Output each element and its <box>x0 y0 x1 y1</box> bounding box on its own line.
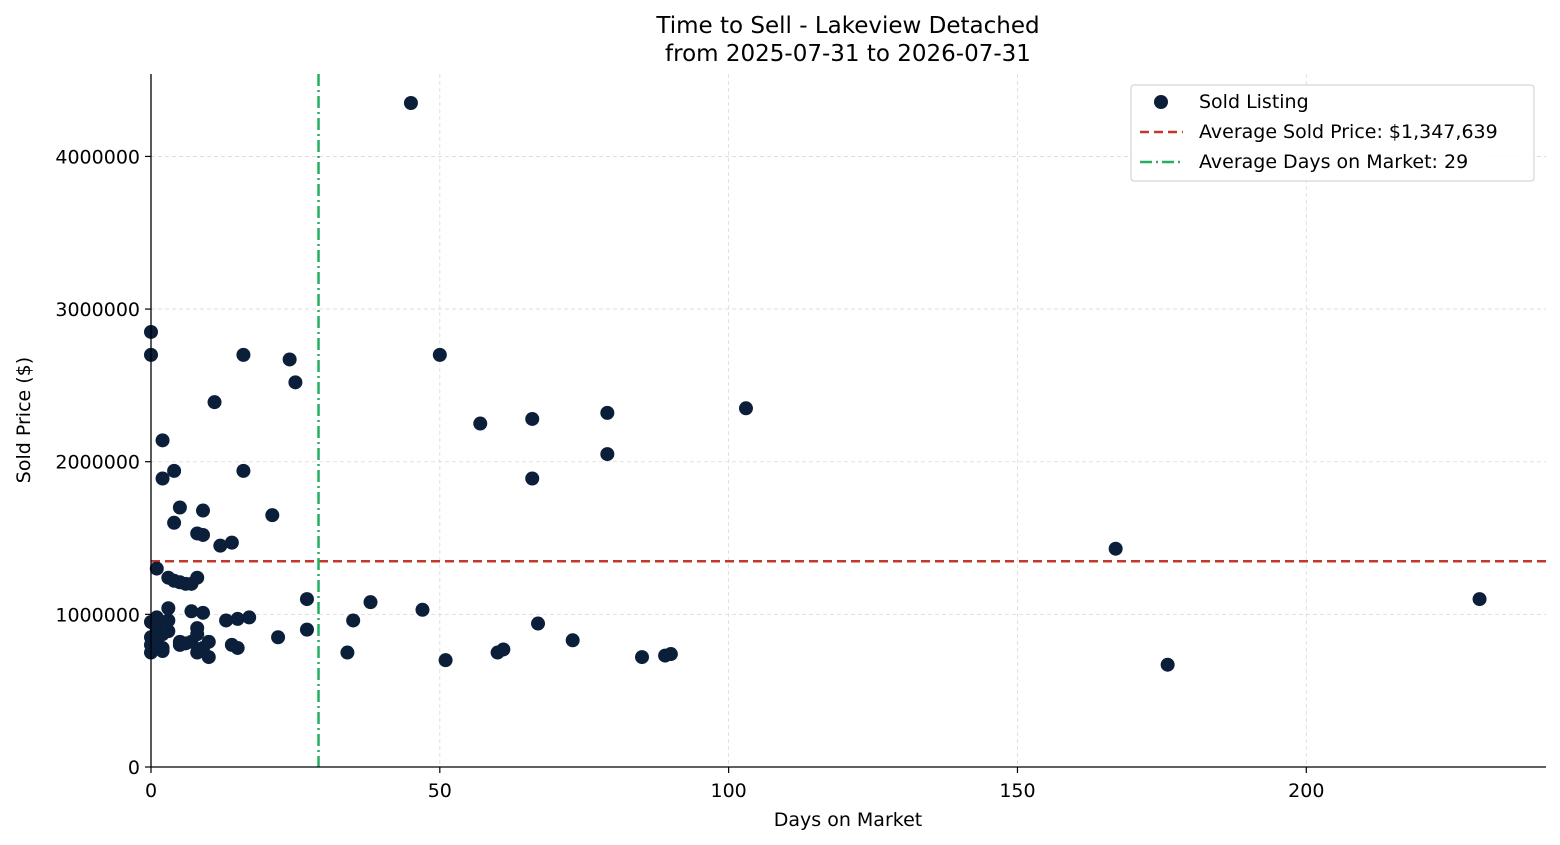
scatter-point <box>473 416 488 431</box>
legend-label-sold-listing: Sold Listing <box>1199 91 1309 113</box>
scatter-point <box>525 471 540 486</box>
x-tick-label: 50 <box>428 780 452 802</box>
scatter-point <box>190 570 205 585</box>
scatter-point <box>288 375 303 390</box>
scatter-point <box>600 405 615 420</box>
scatter-point <box>525 411 540 426</box>
scatter-point <box>161 601 176 616</box>
scatter-point <box>415 602 430 617</box>
scatter-point <box>432 347 447 362</box>
y-tick-label: 3000000 <box>55 299 140 321</box>
y-axis-label: Sold Price ($) <box>13 357 35 483</box>
scatter-point <box>282 352 297 367</box>
scatter-point <box>201 650 216 665</box>
scatter-point <box>271 630 286 645</box>
scatter-point <box>565 633 580 648</box>
scatter-point <box>403 96 418 111</box>
scatter-point <box>531 616 546 631</box>
scatter-point <box>224 535 239 550</box>
legend-box <box>1130 84 1535 182</box>
scatter-point <box>1108 541 1123 556</box>
y-tick-label: 4000000 <box>55 146 140 168</box>
scatter-point <box>167 463 182 478</box>
scatter-point <box>265 508 280 523</box>
legend-label-avg-days: Average Days on Market: 29 <box>1199 151 1468 173</box>
reference-lines <box>151 74 1546 767</box>
scatter-point <box>236 347 251 362</box>
chart-title: Time to Sell - Lakeview Detached <box>655 13 1039 39</box>
scatter-point <box>195 527 210 542</box>
scatter-point <box>184 604 199 619</box>
scatter-point <box>207 395 222 410</box>
scatter-point <box>155 433 170 448</box>
scatter-point <box>299 592 314 607</box>
scatter-point <box>663 647 678 662</box>
scatter-point <box>230 640 245 655</box>
legend-marker-sold-listing <box>1154 95 1168 109</box>
scatter-point <box>149 561 164 576</box>
scatter-point <box>438 653 453 668</box>
x-tick-label: 150 <box>999 780 1035 802</box>
scatter-point <box>190 627 205 642</box>
data-points <box>144 96 1487 672</box>
y-tick-label: 0 <box>128 757 140 779</box>
scatter-point <box>167 515 182 530</box>
scatter-point <box>346 613 361 628</box>
scatter-point <box>213 538 228 553</box>
y-axis-ticks: 0 1000000 2000000 3000000 4000000 <box>55 146 151 779</box>
scatter-point <box>600 447 615 462</box>
scatter-point <box>340 645 355 660</box>
x-tick-label: 100 <box>711 780 747 802</box>
scatter-point <box>738 401 753 416</box>
x-tick-label: 200 <box>1288 780 1324 802</box>
y-tick-label: 2000000 <box>55 452 140 474</box>
scatter-point <box>299 622 314 637</box>
scatter-point <box>195 605 210 620</box>
x-tick-label: 0 <box>145 780 157 802</box>
x-axis-label: Days on Market <box>774 809 922 831</box>
scatter-point <box>242 610 257 625</box>
legend-label-avg-price: Average Sold Price: $1,347,639 <box>1199 121 1498 143</box>
chart-subtitle: from 2025-07-31 to 2026-07-31 <box>665 41 1031 67</box>
scatter-point <box>219 613 234 628</box>
scatter-point <box>161 613 176 628</box>
scatter-point <box>634 650 649 665</box>
legend: Sold Listing Average Sold Price: $1,347,… <box>1130 84 1535 182</box>
scatter-point <box>1160 657 1175 672</box>
x-axis-ticks: 0 50 100 150 200 <box>145 767 1324 802</box>
scatter-point <box>1472 592 1487 607</box>
scatter-point <box>236 463 251 478</box>
scatter-point <box>201 634 216 649</box>
scatter-point <box>363 595 378 610</box>
scatter-point <box>496 642 511 657</box>
scatter-point <box>155 643 170 658</box>
scatter-point <box>155 471 170 486</box>
scatter-point <box>195 503 210 518</box>
scatter-point <box>161 624 176 639</box>
y-tick-label: 1000000 <box>55 604 140 626</box>
scatter-point <box>230 611 245 626</box>
scatter-point <box>172 500 187 515</box>
